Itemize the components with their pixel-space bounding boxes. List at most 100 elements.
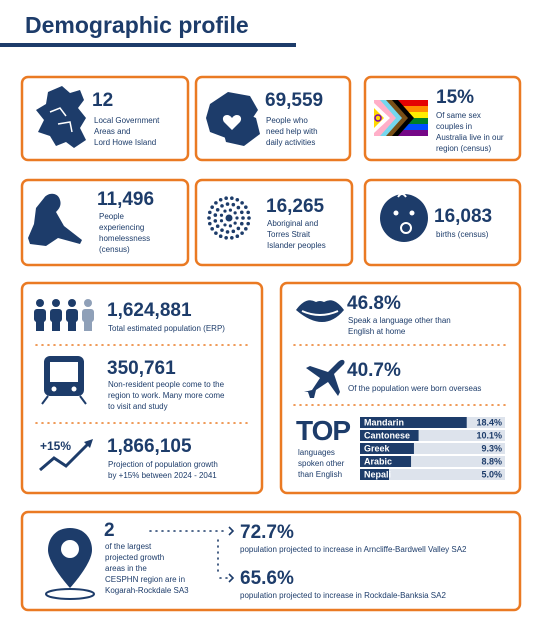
growth-icon [39,442,90,472]
stat-value: 12 [92,90,113,111]
stat-text: of the largest [105,542,152,551]
dot [224,196,228,201]
dot [208,221,212,226]
language-value: 5.0% [481,470,502,480]
top-text: spoken other [298,459,345,468]
bar [360,443,414,454]
stat-text: CESPHN region are in [105,575,185,584]
top-text: languages [298,448,335,457]
stat-value: 350,761 [107,358,176,379]
baby-icon [380,193,428,242]
person-body [66,309,78,322]
person-body [34,309,46,322]
stat-value: 69,559 [265,90,323,111]
dot [218,234,223,238]
stat-text: Total estimated population (ERP) [108,324,225,333]
stat-value: 40.7% [347,360,401,381]
title: Demographic profile [25,12,249,38]
stat-text: Of the population were born overseas [348,384,481,393]
bar [360,430,419,441]
dot [223,223,227,227]
pride-flag-icon [374,100,428,136]
dot [236,226,241,231]
people-icon [34,299,94,331]
dot [215,224,220,229]
dot [233,211,237,215]
bar [360,456,412,467]
dot [247,216,251,220]
bar-track [360,443,505,454]
map-borders [49,107,73,133]
plane-icon [304,359,345,398]
stat-text: English at home [348,327,406,336]
stat-text: to visit and study [108,402,168,411]
top-heading: TOP [296,415,350,446]
title-underline [0,43,296,47]
dot [246,221,250,226]
dot [239,210,244,215]
stat-value: 11,496 [97,189,154,210]
person-head [52,299,60,307]
dot [230,235,234,240]
dot [214,201,218,205]
stat-text: Torres Strait [267,230,311,239]
dot [228,224,232,228]
hands-icon [206,92,260,146]
stat-value: 2 [104,520,115,541]
growth-arrow [84,439,93,448]
person-head [84,299,92,307]
stat-text: Areas and [94,127,130,136]
dot [235,198,240,202]
stat-text: Lord Howe Island [94,138,156,147]
bar [360,417,467,428]
dot [244,227,248,231]
dot [219,213,224,217]
language-name: Arabic [364,457,392,467]
dot [207,216,211,220]
person-head [36,299,44,307]
stat-text: births (census) [436,230,489,239]
dot [220,204,224,208]
dot [210,227,214,231]
stat-text: Projection of population growth [108,460,218,469]
dot [213,213,218,217]
dot [241,216,245,220]
stat-text: by +15% between 2024 - 2041 [108,471,217,480]
dot [224,235,228,240]
language-bars: Mandarin 18.4% Cantonese 10.1% Greek 9.3% Arab… [360,417,505,480]
card [363,75,522,162]
stat-text: population projected to increase in Rock… [240,591,446,600]
dot [228,208,232,212]
person-legs [84,320,92,331]
stat-text: projected growth [105,553,164,562]
dot [235,234,240,238]
dot [236,205,241,210]
stat-value: 46.8% [347,293,401,314]
connector-arrow [228,526,235,583]
dot [225,202,230,206]
dot [208,210,212,215]
bar-track [360,469,505,480]
dot [244,205,248,209]
stat-text: population projected to increase in Arnc… [240,545,467,554]
language-value: 8.8% [481,457,502,467]
stat-text: experiencing [99,223,144,232]
dot [230,196,234,201]
bar-track [360,456,505,467]
dot [210,205,214,209]
stat-text: need help with [266,127,318,136]
stat-value: 15% [436,87,474,108]
stat-value: 72.7% [240,522,294,543]
bar [360,469,389,480]
stat-text: Kogarah-Rockdale SA3 [105,586,189,595]
language-name: Greek [364,444,391,454]
bar-track [360,430,505,441]
stat-text: Of same sex [436,111,481,120]
stat-value: 16,265 [266,196,325,217]
stat-value: 65.6% [240,568,294,589]
dot [225,230,230,234]
stat-value: 1,866,105 [107,436,192,457]
language-name: Cantonese [364,431,410,441]
stat-text: homelessness [99,234,150,243]
